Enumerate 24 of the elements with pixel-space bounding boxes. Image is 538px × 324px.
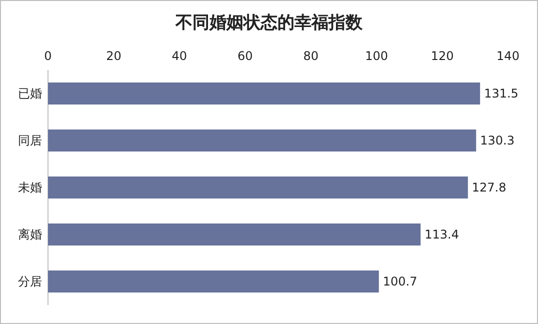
bar [48, 82, 480, 104]
data-label: 100.7 [382, 274, 418, 288]
x-tick-label: 60 [238, 49, 253, 63]
data-label: 131.5 [484, 86, 518, 100]
y-tick-label: 未婚 [18, 180, 42, 194]
bar [48, 270, 379, 292]
y-tick-label: 同居 [18, 134, 42, 148]
data-label: 127.8 [472, 180, 506, 194]
x-tick-label: 100 [365, 49, 388, 63]
x-tick-label: 0 [44, 49, 52, 63]
x-tick-label: 20 [106, 49, 122, 63]
bar [48, 176, 468, 198]
y-tick-label: 已婚 [18, 86, 42, 100]
y-tick-label: 分居 [18, 274, 42, 288]
bar [48, 130, 476, 152]
bar [48, 224, 421, 246]
x-tick-label: 40 [172, 49, 188, 63]
x-tick-label: 80 [303, 49, 318, 63]
data-label: 113.4 [424, 228, 459, 242]
y-tick-label: 离婚 [18, 228, 42, 242]
x-tick-label: 140 [496, 49, 520, 63]
x-tick-label: 120 [430, 49, 454, 63]
data-label: 130.3 [480, 134, 514, 148]
chart-title: 不同婚姻状态的幸福指数 [174, 13, 364, 33]
